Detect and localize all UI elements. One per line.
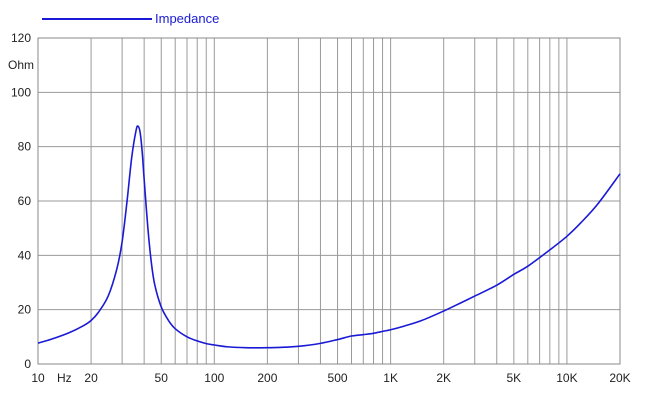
x-tick-label: 2K: [436, 371, 451, 385]
y-tick-label: 80: [18, 140, 32, 154]
legend-label: Impedance: [155, 11, 219, 26]
x-tick-label: 1K: [383, 371, 398, 385]
x-tick-label: 100: [204, 371, 224, 385]
legend: Impedance: [42, 11, 219, 26]
x-tick-label: 500: [328, 371, 348, 385]
y-tick-label: 60: [18, 194, 32, 208]
x-tick-label: 10: [31, 371, 45, 385]
x-tick-label: 20: [84, 371, 98, 385]
y-tick-label: 120: [11, 31, 31, 45]
y-tick-label: 20: [18, 303, 32, 317]
y-tick-label: 100: [11, 85, 31, 99]
x-tick-label: 5K: [507, 371, 522, 385]
x-axis-label: Hz: [57, 371, 72, 385]
x-tick-label: 200: [257, 371, 277, 385]
axis-ticks: 0 20 40 60 80 100 120 10 20 50 100 200 500 1K 2K 5K 10K 2…: [11, 31, 631, 385]
y-axis-label: Ohm: [8, 58, 34, 72]
plot-frame: [37, 37, 621, 365]
x-tick-label: 10K: [556, 371, 577, 385]
y-tick-label: 0: [24, 357, 31, 371]
y-tick-label: 40: [18, 248, 32, 262]
x-tick-label: 50: [155, 371, 169, 385]
x-tick-label: 20K: [609, 371, 630, 385]
grid: [38, 38, 620, 364]
series-layer: [37, 125, 621, 349]
impedance-series-line: [37, 125, 621, 349]
